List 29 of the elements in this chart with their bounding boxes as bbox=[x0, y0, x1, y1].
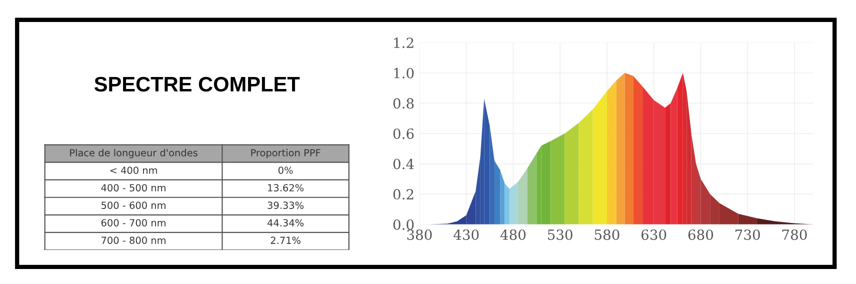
text: 700 - 800 nm bbox=[102, 236, 166, 244]
text: 500 - 600 nm bbox=[102, 202, 166, 209]
x-tick-label: 530 bbox=[548, 229, 572, 240]
text: 44.34% bbox=[268, 219, 304, 226]
text: Place de longueur d'ondes bbox=[70, 148, 198, 158]
y-tick-label: 0.0 bbox=[393, 219, 414, 230]
text: 400 - 500 nm bbox=[101, 184, 166, 192]
text: SPECTRE COMPLET bbox=[94, 76, 300, 92]
text: 2.71% bbox=[270, 236, 300, 244]
x-tick-label: 430 bbox=[453, 229, 479, 240]
text: Proportion PPF bbox=[251, 148, 320, 158]
x-tick-label: 680 bbox=[688, 229, 714, 240]
x-tick-label: 630 bbox=[641, 229, 666, 240]
y-tick-label: 1.0 bbox=[394, 68, 414, 78]
text: < 400 nm bbox=[110, 166, 157, 174]
text: 13.62% bbox=[268, 184, 304, 192]
y-tick-label: 0.6 bbox=[393, 128, 414, 139]
y-tick-label: 0.2 bbox=[393, 189, 414, 200]
text: 600 - 700 nm bbox=[101, 219, 166, 226]
x-tick-label: 730 bbox=[735, 229, 760, 240]
y-tick-label: 0.4 bbox=[393, 158, 414, 170]
text: 39.33% bbox=[268, 202, 304, 209]
x-tick-label: 380 bbox=[407, 229, 432, 240]
text: 0% bbox=[278, 166, 293, 174]
x-tick-label: 780 bbox=[782, 229, 807, 240]
y-tick-label: 0.8 bbox=[393, 98, 414, 109]
x-tick-label: 480 bbox=[500, 229, 526, 240]
y-tick-label: 1.2 bbox=[394, 38, 414, 48]
x-tick-label: 580 bbox=[594, 229, 620, 240]
